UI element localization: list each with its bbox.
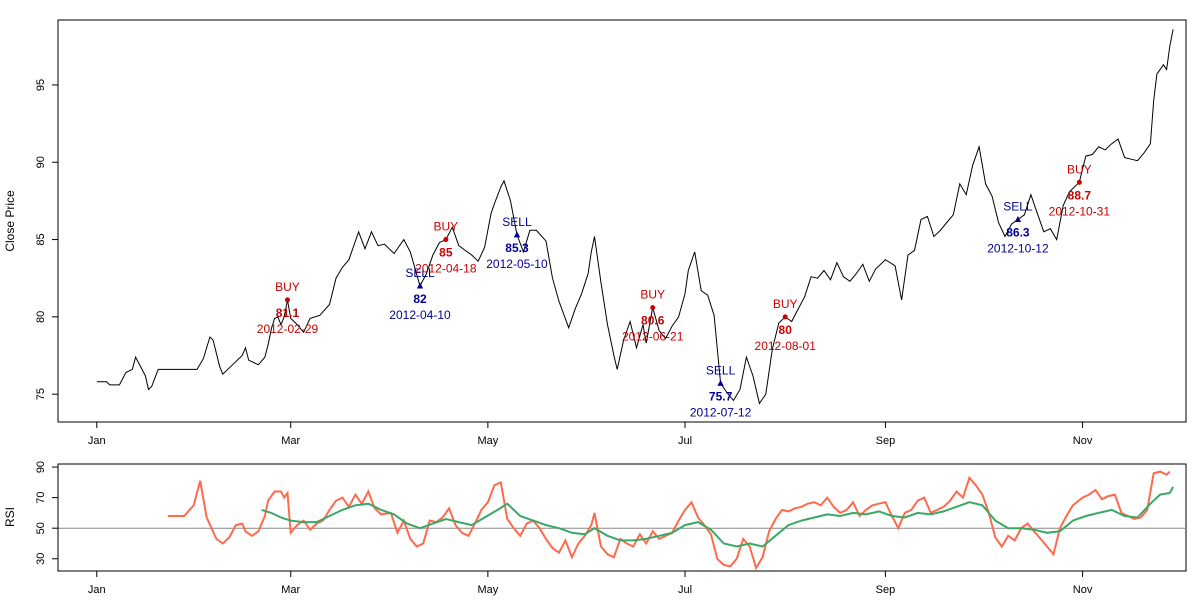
price-x-axis: Jan Mar May Jul Sep Nov: [88, 421, 1093, 447]
signal-date-label: 2012-08-01: [755, 339, 817, 353]
sell-signal: SELL 82 2012-04-10: [389, 266, 451, 322]
rsi-y-axis-title: RSI: [3, 507, 17, 527]
buy-marker: [782, 314, 788, 320]
signal-type-label: BUY: [1067, 162, 1092, 176]
signal-type-label: SELL: [1003, 199, 1033, 213]
price-y-axis-title: Close Price: [3, 190, 17, 252]
signal-type-label: BUY: [434, 220, 459, 234]
buy-marker: [650, 305, 656, 311]
sell-marker: [1014, 215, 1022, 222]
y-tick-label: 85: [35, 233, 47, 245]
signal-date-label: 2012-10-12: [987, 241, 1049, 255]
buy-signal: BUY 85 2012-04-18: [415, 220, 477, 276]
buy-marker: [443, 237, 449, 243]
signal-price-label: 88.7: [1068, 188, 1092, 202]
rsi-x-axis: Jan Mar May Jul Sep Nov: [88, 570, 1093, 596]
signal-type-label: BUY: [275, 280, 300, 294]
x-tick-label: Sep: [876, 435, 896, 447]
buy-signal: BUY 80 2012-08-01: [755, 297, 817, 353]
x-tick-label: Jul: [678, 435, 692, 447]
y-tick-label: 75: [35, 388, 47, 400]
signal-date-label: 2012-02-29: [257, 322, 319, 336]
sell-marker: [416, 282, 424, 289]
signal-price-label: 75.7: [709, 389, 733, 403]
sell-marker: [513, 231, 521, 238]
x-tick-label: Nov: [1073, 584, 1093, 596]
signal-date-label: 2012-04-18: [415, 262, 477, 276]
x-tick-label: Jan: [88, 435, 106, 447]
signal-type-label: SELL: [405, 266, 435, 280]
x-tick-label: Nov: [1073, 435, 1093, 447]
signal-date-label: 2012-06-21: [622, 330, 684, 344]
x-tick-label: Mar: [281, 435, 300, 447]
x-tick-label: May: [477, 584, 498, 596]
signal-date-label: 2012-10-31: [1049, 204, 1111, 218]
signal-price-label: 80.6: [641, 314, 665, 328]
y-tick-label: 30: [35, 553, 47, 565]
signal-price-label: 81.1: [276, 306, 300, 320]
signal-price-label: 85.3: [505, 241, 529, 255]
signal-price-label: 80: [779, 323, 793, 337]
y-tick-label: 95: [35, 79, 47, 91]
signal-type-label: BUY: [773, 297, 798, 311]
buy-marker: [284, 297, 290, 303]
x-tick-label: Mar: [281, 584, 300, 596]
y-tick-label: 90: [35, 156, 47, 168]
signal-type-label: SELL: [706, 363, 736, 377]
signal-price-label: 85: [439, 246, 453, 260]
x-tick-label: Jan: [88, 584, 106, 596]
signal-type-label: BUY: [640, 288, 665, 302]
sell-signal: SELL 75.7 2012-07-12: [690, 363, 752, 419]
rsi-slow-line: [261, 486, 1174, 548]
signal-date-label: 2012-07-12: [690, 405, 752, 419]
buy-marker: [1076, 179, 1082, 185]
sell-signal: SELL 85.3 2012-05-10: [486, 215, 548, 271]
y-tick-label: 80: [35, 311, 47, 323]
sell-marker: [717, 379, 724, 386]
signal-price-label: 82: [413, 292, 427, 306]
x-tick-label: Jul: [678, 584, 692, 596]
x-tick-label: Sep: [876, 584, 896, 596]
sell-signal: SELL 86.3 2012-10-12: [987, 199, 1049, 255]
buy-signal: BUY 81.1 2012-02-29: [257, 280, 319, 336]
buy-signal: BUY 88.7 2012-10-31: [1049, 162, 1111, 218]
y-tick-label: 70: [35, 492, 47, 504]
y-tick-label: 90: [35, 461, 47, 473]
close-price-line: [96, 29, 1174, 405]
signal-date-label: 2012-05-10: [486, 257, 548, 271]
signal-type-label: SELL: [502, 215, 532, 229]
x-tick-label: May: [477, 435, 498, 447]
buy-signal: BUY 80.6 2012-06-21: [622, 288, 684, 344]
signal-date-label: 2012-04-10: [389, 308, 451, 322]
price-y-axis: 75 80 85 90 95: [35, 79, 59, 400]
rsi-y-axis: 30 50 70 90: [35, 461, 59, 565]
price-panel: 75 80 85 90 95 Jan Mar May Jul Sep Nov BUY 81.1 201…: [3, 19, 1187, 447]
rsi-panel: 30 50 70 90 Jan Mar May Jul Sep Nov RSI: [3, 461, 1187, 596]
y-tick-label: 50: [35, 522, 47, 534]
signal-annotations: BUY 81.1 2012-02-29 SELL 82 2012-04-10 BUY 85 20…: [257, 162, 1111, 419]
signal-price-label: 86.3: [1006, 225, 1030, 239]
